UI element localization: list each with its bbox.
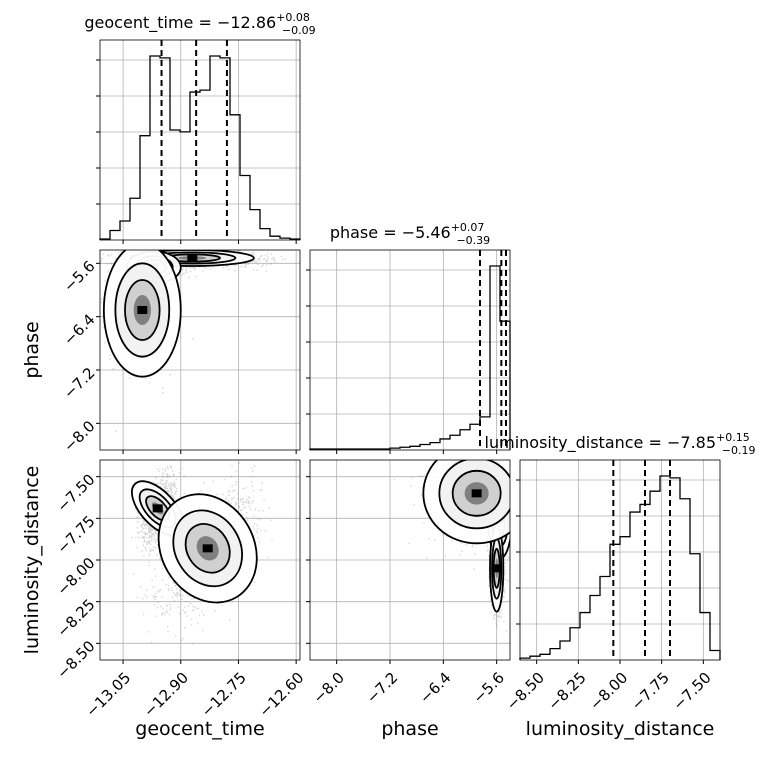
density-peak-0 bbox=[152, 504, 163, 513]
y-tick-label-luminosity_distance: −8.25 bbox=[53, 595, 98, 640]
panel-frame bbox=[309, 249, 511, 451]
density-peak-0 bbox=[187, 254, 198, 262]
density-panel-phase_vs_geocent_time bbox=[96, 249, 301, 454]
x-tick-label-luminosity_distance: −8.50 bbox=[503, 669, 548, 714]
histogram-step-geocent_time bbox=[99, 55, 301, 240]
histogram-luminosity_distance: luminosity_distance = −7.85+0.15 −0.19 bbox=[485, 431, 756, 664]
scatter-points bbox=[393, 460, 510, 632]
panel-title-geocent_time: geocent_time = −12.86+0.08 −0.09 bbox=[84, 11, 315, 37]
histogram-phase: phase = −5.46+0.07 −0.39 bbox=[306, 221, 511, 454]
y-tick-label-phase: −6.4 bbox=[60, 310, 98, 348]
panel-frame bbox=[99, 249, 301, 451]
x-tick-label-geocent_time: −12.75 bbox=[198, 669, 250, 721]
density-peak-2 bbox=[137, 306, 148, 314]
x-tick-label-phase: −6.4 bbox=[416, 669, 454, 707]
x-tick-label-luminosity_distance: −8.00 bbox=[586, 669, 631, 714]
density-peak-1 bbox=[491, 564, 502, 573]
y-tick-label-luminosity_distance: −7.50 bbox=[53, 470, 98, 515]
density-peak-2 bbox=[471, 489, 482, 498]
panel-frame bbox=[99, 39, 301, 241]
density-layer bbox=[100, 250, 286, 432]
y-tick-label-phase: −7.2 bbox=[60, 364, 98, 402]
density-layer bbox=[393, 460, 510, 632]
density-peak-1 bbox=[202, 544, 213, 553]
x-tick-label-geocent_time: −12.90 bbox=[140, 669, 192, 721]
histogram-step-luminosity_distance bbox=[519, 475, 721, 660]
panel-title-phase: phase = −5.46+0.07 −0.39 bbox=[330, 221, 490, 247]
x-axis-label-geocent_time: geocent_time bbox=[135, 718, 264, 740]
histogram-step-phase bbox=[309, 265, 511, 450]
y-tick-label-phase: −5.6 bbox=[60, 257, 98, 295]
density-panel-luminosity_distance_vs_geocent_time bbox=[96, 459, 301, 664]
x-tick-label-phase: −7.2 bbox=[363, 669, 401, 707]
y-axis-label-luminosity_distance: luminosity_distance bbox=[21, 466, 43, 655]
panel-title-luminosity_distance: luminosity_distance = −7.85+0.15 −0.19 bbox=[485, 431, 756, 457]
density-layer bbox=[131, 462, 273, 645]
x-tick-label-luminosity_distance: −7.50 bbox=[669, 669, 714, 714]
y-tick-label-luminosity_distance: −8.00 bbox=[53, 554, 98, 599]
x-tick-label-luminosity_distance: −7.75 bbox=[628, 669, 673, 714]
x-tick-label-geocent_time: −12.60 bbox=[255, 669, 307, 721]
x-tick-label-geocent_time: −13.05 bbox=[82, 669, 134, 721]
y-tick-label-phase: −8.0 bbox=[60, 417, 98, 455]
y-tick-label-luminosity_distance: −8.50 bbox=[53, 637, 98, 682]
x-tick-label-phase: −8.0 bbox=[309, 669, 347, 707]
x-axis-label-phase: phase bbox=[381, 718, 438, 740]
y-tick-label-luminosity_distance: −7.75 bbox=[53, 512, 98, 557]
x-tick-label-luminosity_distance: −8.25 bbox=[544, 669, 589, 714]
y-axis-label-phase: phase bbox=[21, 321, 43, 378]
x-axis-label-luminosity_distance: luminosity_distance bbox=[526, 718, 715, 740]
histogram-geocent_time: geocent_time = −12.86+0.08 −0.09 bbox=[84, 11, 316, 244]
density-panel-luminosity_distance_vs_phase bbox=[306, 459, 511, 664]
